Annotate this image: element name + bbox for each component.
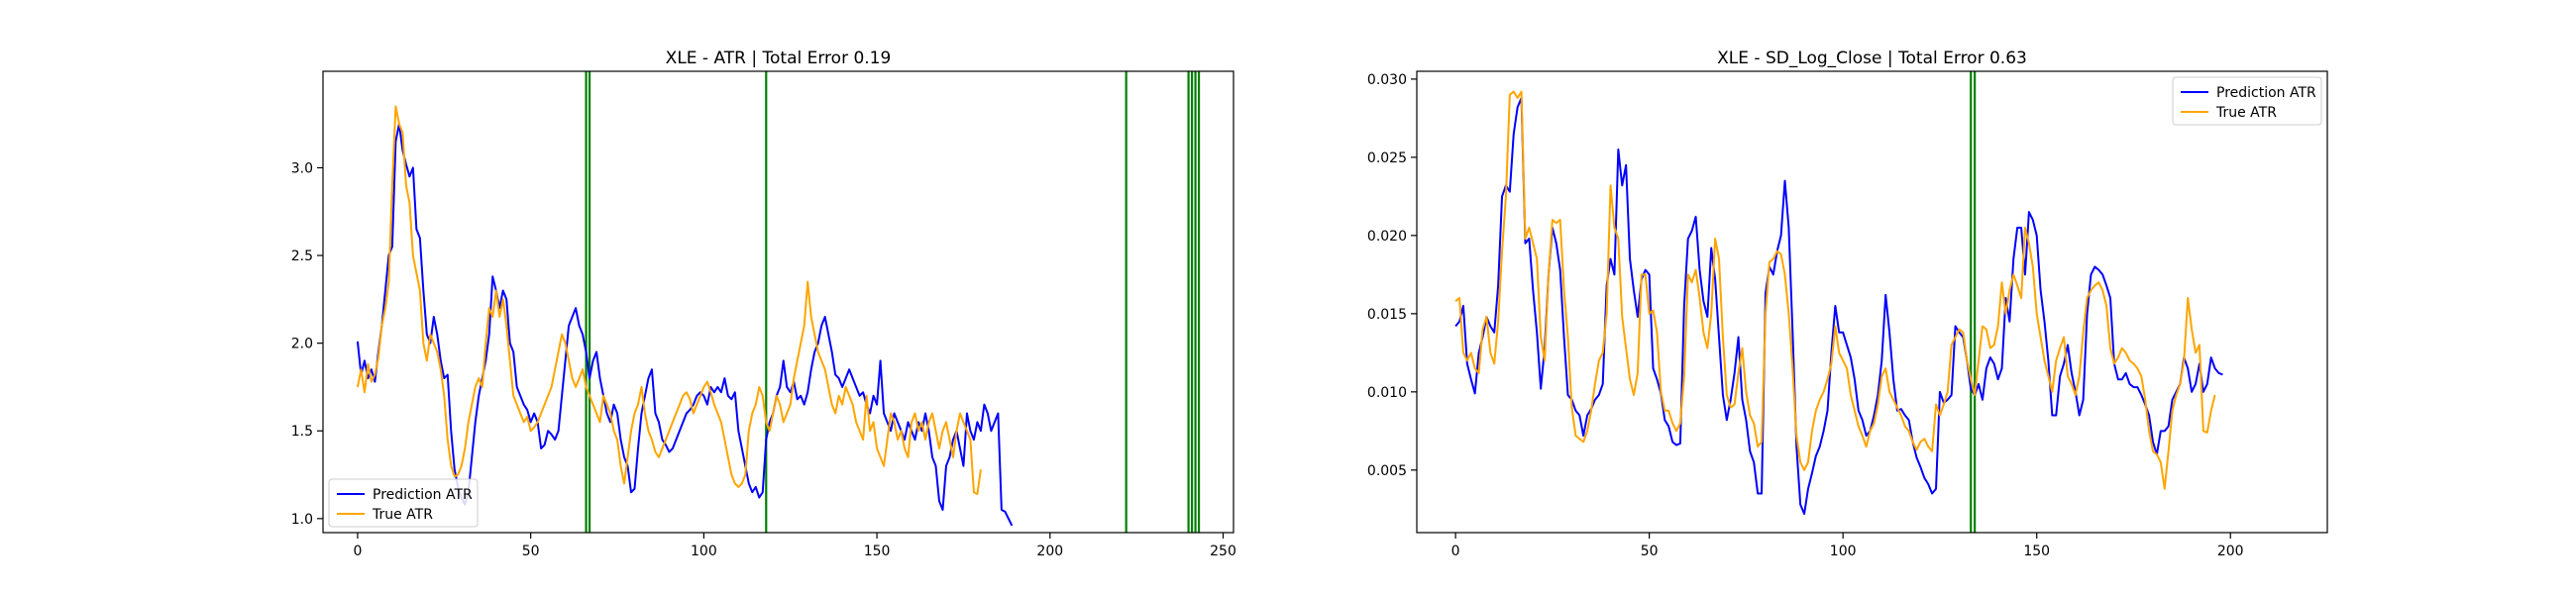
atr-y-tick-label: 1.5 — [291, 424, 313, 440]
atr-legend-label: True ATR — [372, 507, 433, 523]
atr-x-tick-label: 100 — [691, 544, 717, 559]
atr-y-tick-label: 1.0 — [291, 512, 313, 528]
sd-legend-box — [2172, 76, 2322, 126]
sd-x-tick-label: 150 — [2023, 544, 2050, 559]
sd-log-close-chart: 0 50 100 150 200 0.0050.0100.0150.0200.0250.… — [1367, 49, 2328, 559]
sd-legend-label: True ATR — [2215, 105, 2277, 121]
atr-legend: Prediction ATR True ATR — [328, 478, 479, 528]
sd-plot-frame — [1416, 70, 2328, 534]
atr-vlines — [585, 71, 1201, 533]
sd-x-tick-label: 200 — [2217, 544, 2244, 559]
sd-x-tick-label: 100 — [1830, 544, 1857, 559]
atr-y-tick-label: 2.5 — [291, 248, 313, 264]
atr-x-tick-label: 50 — [522, 544, 540, 559]
sd-series-line-prediction — [1454, 96, 2223, 516]
atr-y-axis: 1.0 1.5 2.0 2.5 3.0 — [291, 160, 323, 528]
atr-chart-title: XLE - ATR | Total Error 0.19 — [666, 49, 892, 68]
sd-vlines — [1970, 71, 1977, 533]
sd-series — [1454, 90, 2223, 516]
atr-x-tick-label: 200 — [1036, 544, 1063, 559]
atr-plot-frame — [322, 70, 1234, 534]
atr-y-tick-label: 2.0 — [291, 337, 313, 352]
atr-x-tick-label: 250 — [1210, 544, 1236, 559]
sd-y-tick-label: 0.030 — [1367, 72, 1407, 88]
atr-series-line-true — [356, 105, 982, 496]
sd-plot-area — [1417, 71, 2327, 533]
atr-chart: 0 50 100 150 200 250 1.0 1.5 2.0 2.5 3.0 XLE - AT… — [291, 49, 1236, 559]
atr-legend-label: Prediction ATR — [373, 487, 473, 503]
sd-y-axis: 0.005 0.010 0.015 0.020 0.025 0.030 — [1367, 72, 1417, 479]
sd-y-tick-label: 0.010 — [1367, 385, 1407, 401]
sd-series-line-true — [1454, 90, 2216, 490]
sd-chart-title: XLE - SD_Log_Close | Total Error 0.63 — [1717, 49, 2027, 68]
atr-plot-area — [323, 71, 1234, 533]
atr-legend-box — [328, 478, 479, 528]
sd-y-tick-label: 0.025 — [1367, 150, 1407, 166]
atr-y-tick-label: 3.0 — [291, 160, 313, 176]
sd-y-tick-label: 0.005 — [1367, 463, 1407, 479]
sd-y-tick-label: 0.015 — [1367, 307, 1407, 323]
sd-x-tick-label: 50 — [1641, 544, 1659, 559]
sd-x-tick-label: 0 — [1451, 544, 1460, 559]
sd-legend-label: Prediction ATR — [2216, 85, 2316, 101]
atr-x-axis: 0 50 100 150 200 250 — [353, 533, 1236, 559]
sd-x-axis: 0 50 100 150 200 — [1451, 533, 2244, 559]
atr-x-tick-label: 0 — [353, 544, 362, 559]
sd-legend: Prediction ATR True ATR — [2172, 76, 2322, 126]
sd-y-tick-label: 0.020 — [1367, 229, 1407, 245]
atr-x-tick-label: 150 — [864, 544, 891, 559]
